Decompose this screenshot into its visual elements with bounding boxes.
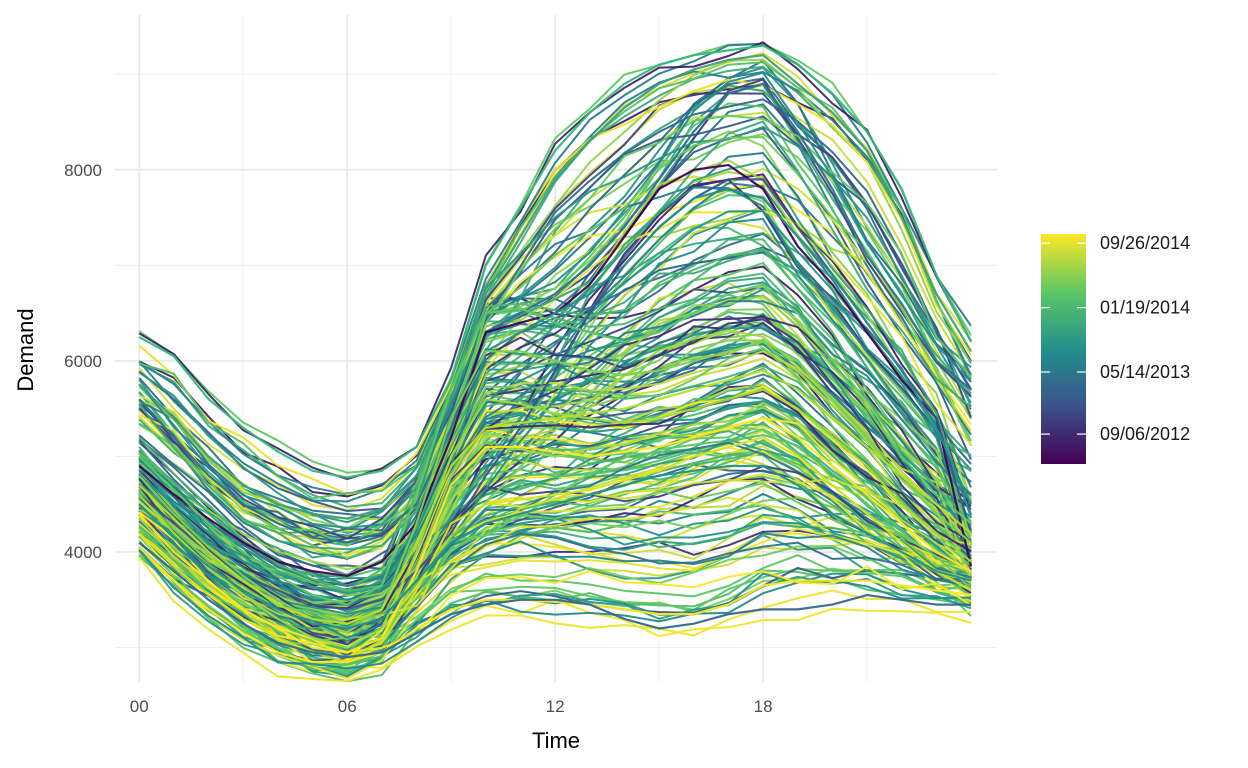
series-line <box>138 546 972 664</box>
series-line <box>138 52 972 512</box>
series-line <box>138 98 972 538</box>
series-line <box>138 120 972 551</box>
legend-label: 05/14/2013 <box>1100 362 1190 382</box>
y-axis-tick-labels: 4000 6000 8000 <box>64 161 102 562</box>
series-line <box>138 92 972 540</box>
x-tick-label: 00 <box>130 697 149 716</box>
series-line <box>138 300 972 588</box>
y-tick-label: 6000 <box>64 352 102 371</box>
series-line <box>138 42 972 474</box>
series-line <box>138 340 972 630</box>
series-line <box>138 318 972 634</box>
legend-label: 09/26/2014 <box>1100 233 1190 253</box>
series-line <box>138 482 972 625</box>
series-line <box>138 82 972 544</box>
series-line <box>138 369 972 625</box>
y-axis-title: Demand <box>13 308 38 391</box>
series-line <box>138 388 972 649</box>
legend-ticks <box>1041 242 1086 435</box>
series-line <box>138 535 972 667</box>
series-line <box>138 522 972 655</box>
series-line <box>138 71 972 529</box>
series-line <box>138 436 972 659</box>
series-line <box>138 534 972 677</box>
legend-labels: 09/26/2014 01/19/2014 05/14/2013 09/06/2012 <box>1100 233 1190 444</box>
y-tick-label: 4000 <box>64 543 102 562</box>
series-lines <box>138 41 973 683</box>
series-line <box>138 473 972 645</box>
series-line <box>138 400 972 632</box>
series-line <box>138 187 973 601</box>
series-line <box>138 283 972 606</box>
x-tick-label: 06 <box>338 697 357 716</box>
legend-label: 09/06/2012 <box>1100 424 1190 444</box>
series-line <box>138 464 972 630</box>
series-line <box>138 402 972 640</box>
series-line <box>138 272 972 593</box>
series-line <box>138 41 972 481</box>
legend-label: 01/19/2014 <box>1100 298 1190 318</box>
series-line <box>138 54 972 520</box>
series-line <box>138 247 972 592</box>
series-line <box>138 556 972 683</box>
series-line <box>138 329 972 634</box>
x-tick-label: 18 <box>754 697 773 716</box>
legend: 09/26/2014 01/19/2014 05/14/2013 09/06/2012 <box>1041 233 1190 464</box>
series-line <box>138 44 972 479</box>
series-line <box>138 465 972 646</box>
series-line <box>138 58 972 530</box>
series-line <box>138 182 972 607</box>
x-axis-tick-labels: 00 06 12 18 <box>130 697 773 716</box>
series-line <box>138 417 972 654</box>
series-line <box>138 533 972 653</box>
y-tick-label: 8000 <box>64 161 102 180</box>
x-tick-label: 12 <box>546 697 565 716</box>
x-axis-title: Time <box>532 728 580 753</box>
series-line <box>138 160 972 594</box>
legend-colorbar <box>1041 234 1086 464</box>
series-line <box>138 136 972 560</box>
series-line <box>138 496 972 639</box>
series-line <box>138 401 972 664</box>
series-line <box>138 541 972 659</box>
series-line <box>138 217 972 639</box>
series-line <box>138 78 972 496</box>
